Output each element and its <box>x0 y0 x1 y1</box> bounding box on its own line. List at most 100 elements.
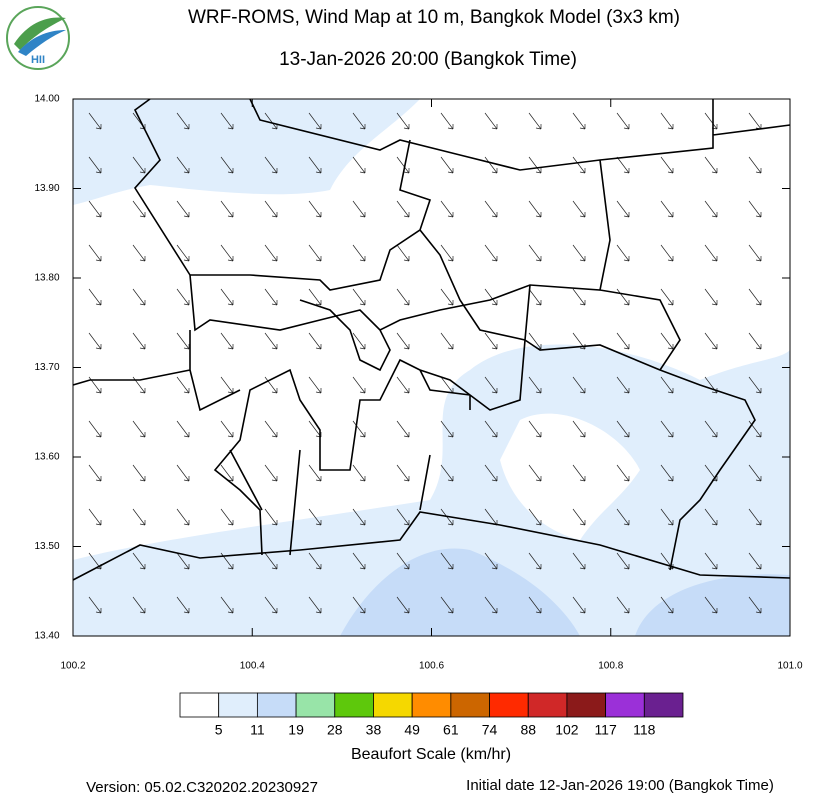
wind-arrow <box>220 376 234 394</box>
wind-arrow <box>132 244 146 262</box>
wind-arrow <box>396 200 410 218</box>
legend-label: 11 <box>250 722 265 738</box>
wind-arrow <box>88 420 102 438</box>
wind-arrow <box>352 200 366 218</box>
wind-arrow <box>704 332 718 350</box>
wind-arrow <box>220 112 234 130</box>
wind-arrow <box>616 420 630 438</box>
wind-arrow <box>308 552 322 570</box>
wind-arrow <box>528 508 542 526</box>
wind-arrow <box>352 244 366 262</box>
legend-label: 28 <box>327 722 343 738</box>
wind-arrow <box>352 464 366 482</box>
wind-arrow <box>572 156 586 174</box>
wind-arrow <box>616 332 630 350</box>
wind-arrow <box>572 244 586 262</box>
wind-arrow <box>616 156 630 174</box>
wind-arrow <box>308 288 322 306</box>
wind-arrow <box>748 464 762 482</box>
wind-arrow <box>176 200 190 218</box>
legend-label: 118 <box>633 722 656 738</box>
wind-arrow <box>88 244 102 262</box>
wind-zone <box>340 548 580 636</box>
legend-title: Beaufort Scale (km/hr) <box>351 746 511 763</box>
wind-arrow <box>264 508 278 526</box>
wind-arrow <box>748 596 762 614</box>
color-swatch <box>489 692 529 718</box>
wind-arrow <box>396 332 410 350</box>
legend-label: 61 <box>443 722 459 738</box>
color-swatch <box>643 692 684 718</box>
wind-arrow <box>660 508 674 526</box>
wind-arrow <box>88 112 102 130</box>
legend-label: 49 <box>404 722 420 738</box>
wind-arrow <box>704 156 718 174</box>
wind-arrow <box>264 244 278 262</box>
wind-arrow <box>440 156 454 174</box>
wind-arrow <box>88 508 102 526</box>
wind-arrow <box>572 420 586 438</box>
wind-arrow <box>396 420 410 438</box>
wind-arrow <box>396 244 410 262</box>
wind-arrow <box>264 156 278 174</box>
wind-arrow <box>264 596 278 614</box>
wind-arrow <box>616 508 630 526</box>
wind-arrow <box>396 156 410 174</box>
wind-arrow <box>176 332 190 350</box>
wind-arrow <box>352 376 366 394</box>
map: 100.2 100.4 100.6 100.8 101.0 14.00 13.90 13.80… <box>34 94 802 672</box>
wind-arrow <box>220 508 234 526</box>
wind-arrow <box>616 376 630 394</box>
wind-arrow <box>484 112 498 130</box>
wind-arrow <box>616 464 630 482</box>
wind-arrow <box>220 596 234 614</box>
wind-arrow <box>660 112 674 130</box>
wind-arrow <box>748 552 762 570</box>
wind-arrow <box>748 376 762 394</box>
wind-arrow <box>220 156 234 174</box>
wind-arrow <box>132 200 146 218</box>
logo-text: HII <box>31 54 45 66</box>
color-swatch <box>334 692 374 718</box>
wind-arrow <box>308 508 322 526</box>
initial-date: Initial date 12-Jan-2026 19:00 (Bangkok … <box>466 777 774 794</box>
legend-label: 102 <box>555 722 579 738</box>
wind-arrow <box>176 288 190 306</box>
color-swatch <box>527 692 568 718</box>
color-swatch <box>566 692 607 718</box>
wind-arrow <box>88 156 102 174</box>
wind-arrow <box>132 156 146 174</box>
wind-arrow <box>572 508 586 526</box>
wind-arrow <box>484 244 498 262</box>
wind-arrow <box>264 288 278 306</box>
wind-arrow <box>176 112 190 130</box>
wind-arrow <box>176 508 190 526</box>
wind-arrow <box>528 288 542 306</box>
legend-label: 38 <box>366 722 382 738</box>
wind-arrow <box>220 332 234 350</box>
wind-arrow <box>704 244 718 262</box>
wind-arrow <box>440 420 454 438</box>
wind-arrow <box>352 288 366 306</box>
wind-arrow <box>616 596 630 614</box>
wind-arrow <box>88 596 102 614</box>
x-tick-label: 101.0 <box>777 661 802 672</box>
wind-arrow <box>572 288 586 306</box>
legend-label: 19 <box>288 722 304 738</box>
wind-zone <box>73 99 420 205</box>
wind-arrow <box>528 156 542 174</box>
wind-arrow <box>616 112 630 130</box>
y-tick-label: 13.40 <box>34 631 59 642</box>
wind-arrow <box>660 244 674 262</box>
wind-arrow <box>440 244 454 262</box>
wind-arrow <box>660 200 674 218</box>
wind-arrow <box>616 200 630 218</box>
wind-arrow <box>396 376 410 394</box>
wind-arrow <box>748 288 762 306</box>
wind-arrow <box>660 464 674 482</box>
legend-label: 117 <box>594 722 617 738</box>
y-tick-label: 13.80 <box>34 273 59 284</box>
wind-arrow <box>88 464 102 482</box>
wind-arrow <box>528 200 542 218</box>
legend: Beaufort Scale (km/hr) 5 11 19 28 38 49 61 74 88… <box>179 692 684 763</box>
